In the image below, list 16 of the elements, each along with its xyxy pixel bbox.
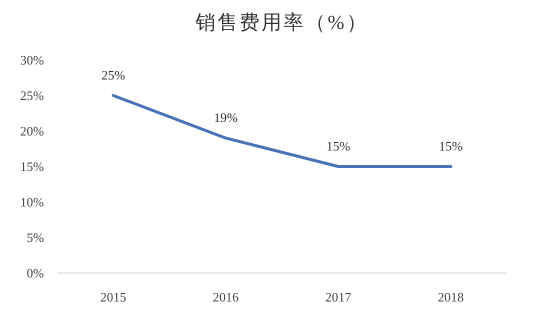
data-label: 25%	[101, 68, 126, 82]
x-tick-label: 2018	[438, 290, 464, 304]
y-tick-label: 30%	[20, 52, 44, 68]
data-label: 15%	[438, 138, 463, 154]
y-tick-label: 15%	[20, 159, 44, 174]
data-label: 15%	[326, 138, 350, 154]
x-tick-label: 2017	[325, 290, 352, 304]
y-tick-label: 0%	[26, 266, 44, 280]
y-tick-label: 5%	[26, 230, 44, 245]
y-tick-label: 20%	[20, 124, 44, 138]
y-tick-label: 25%	[20, 88, 44, 103]
x-tick-label: 2015	[100, 290, 126, 304]
x-tick-label: 2016	[212, 290, 240, 304]
data-label: 19%	[214, 110, 238, 126]
y-tick-label: 10%	[20, 194, 44, 210]
chart-title: 销售费用率（%）	[194, 12, 368, 34]
